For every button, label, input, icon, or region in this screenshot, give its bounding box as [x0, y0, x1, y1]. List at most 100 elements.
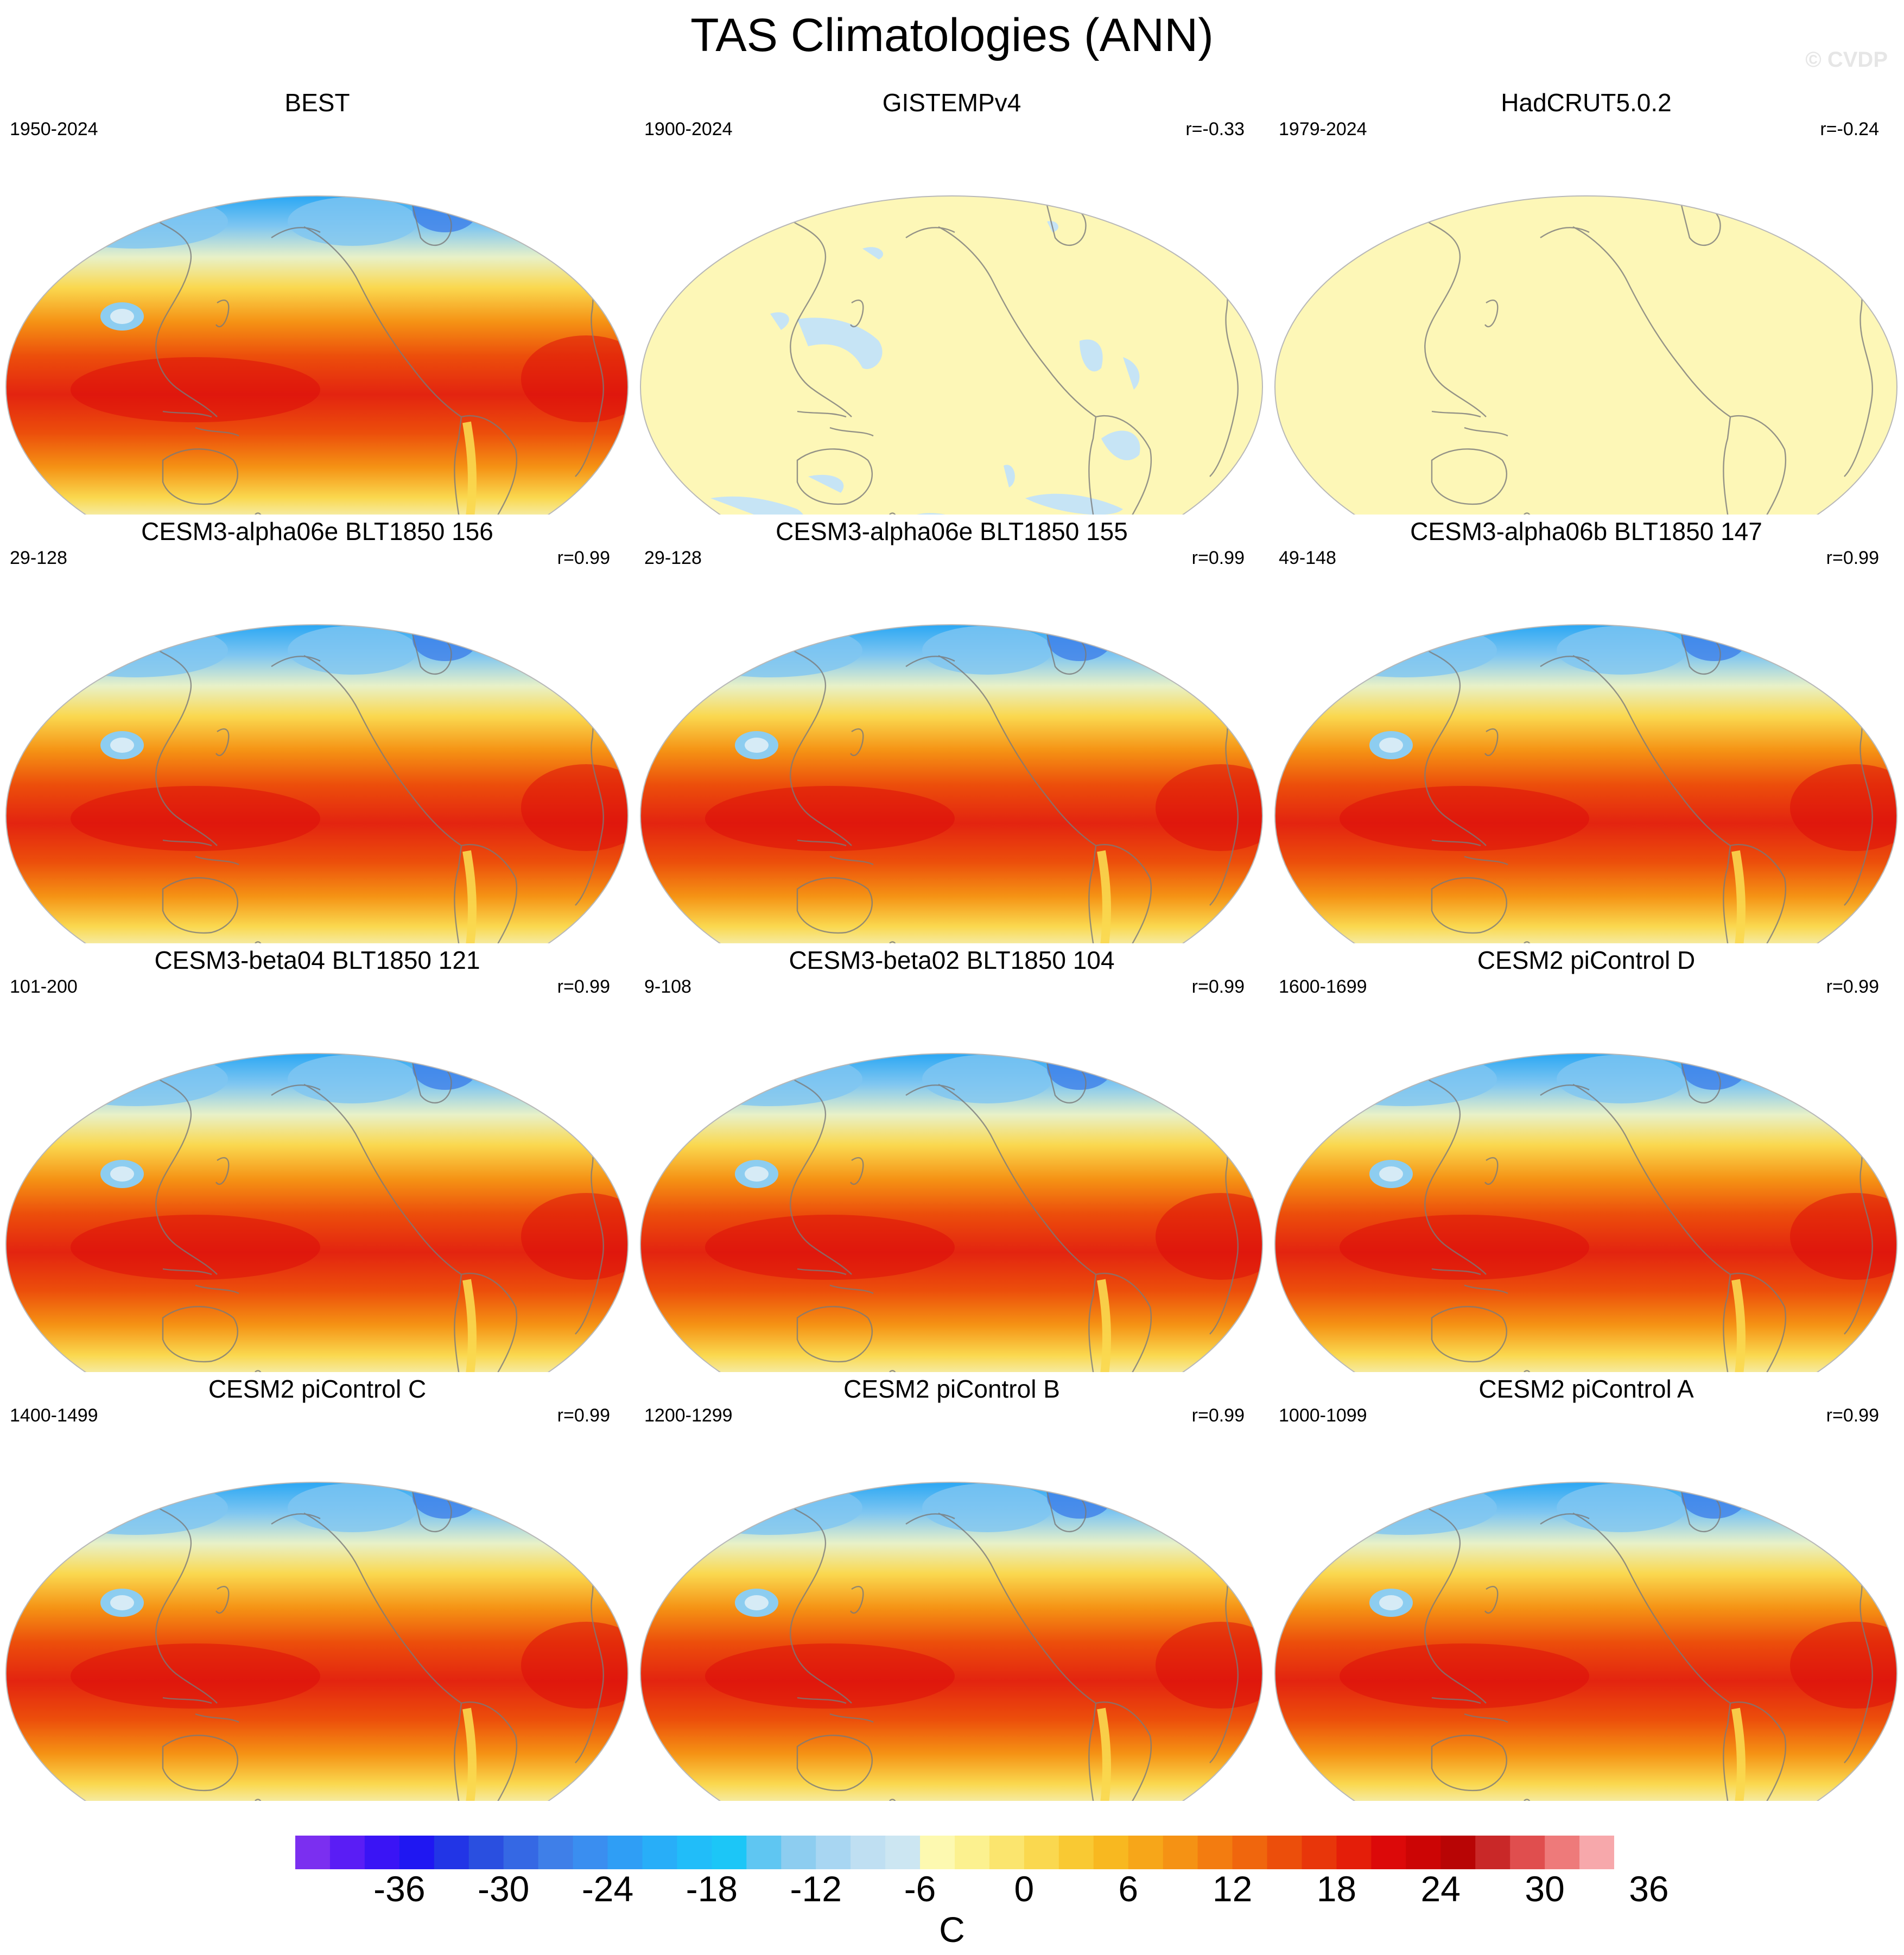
map-ellipse [5, 1053, 629, 1372]
watermark: © CVDP [1805, 48, 1888, 72]
colorbar-swatch [1024, 1836, 1059, 1869]
colorbar-swatch [1440, 1836, 1476, 1869]
colorbar-tick-label: -36 [373, 1869, 426, 1909]
panel-years: 1600-1699 [1279, 976, 1367, 997]
map-ellipse [1274, 195, 1897, 515]
map-ellipse [5, 624, 629, 943]
colorbar-swatch [1232, 1836, 1268, 1869]
panel-correlation: r=0.99 [557, 548, 610, 568]
colorbar-tick-label: 30 [1525, 1869, 1565, 1909]
panel-years: 1200-1299 [644, 1405, 733, 1426]
map-panel: GISTEMPv4 1900-2024 r=-0.33 [634, 86, 1269, 515]
panel-correlation: r=0.99 [1826, 548, 1879, 568]
colorbar-swatch [1406, 1836, 1441, 1869]
map-ellipse [1274, 624, 1897, 943]
colorbar-tick-label: 12 [1212, 1869, 1253, 1909]
colorbar-tick-label: -24 [581, 1869, 634, 1909]
panel-years: 1000-1099 [1279, 1405, 1367, 1426]
colorbar-swatch [1579, 1836, 1614, 1869]
colorbar-swatch [851, 1836, 886, 1869]
map-panel: CESM3-alpha06b BLT1850 147 49-148 r=0.99 [1269, 515, 1903, 943]
map-ellipse [5, 1482, 629, 1801]
map-panel: CESM3-alpha06e BLT1850 156 29-128 r=0.99 [0, 515, 634, 943]
map-panel: CESM3-beta02 BLT1850 104 9-108 r=0.99 [634, 943, 1269, 1372]
colorbar-swatch [642, 1836, 678, 1869]
colorbar-swatch [538, 1836, 574, 1869]
colorbar-swatch [1058, 1836, 1094, 1869]
colorbar-swatch [955, 1836, 990, 1869]
panel-title: CESM3-alpha06e BLT1850 156 [141, 517, 493, 545]
panel-title: CESM2 piControl A [1478, 1375, 1694, 1403]
panel-years: 1400-1499 [10, 1405, 98, 1426]
colorbar-swatch [746, 1836, 782, 1869]
colorbar-swatch [1371, 1836, 1406, 1869]
panel-years: 49-148 [1279, 548, 1336, 568]
colorbar-tick-label: 24 [1420, 1869, 1461, 1909]
panel-years: 29-128 [644, 548, 702, 568]
colorbar-tick-label: 18 [1316, 1869, 1357, 1909]
panel-correlation: r=0.99 [1826, 1405, 1879, 1426]
map-panel: CESM3-alpha06e BLT1850 155 29-128 r=0.99 [634, 515, 1269, 943]
colorbar-swatch [1302, 1836, 1337, 1869]
colorbar-swatch [329, 1836, 365, 1869]
figure-title: TAS Climatologies (ANN) [690, 9, 1214, 61]
colorbar-swatch [1197, 1836, 1233, 1869]
colorbar-tick-labels: -36 -30 -24 -18 -12 -6 0 6 12 18 24 30 36 [295, 1867, 1669, 1910]
map-panel: CESM2 piControl D 1600-1699 r=0.99 [1269, 943, 1903, 1372]
map-ellipse [1274, 1482, 1897, 1801]
colorbar-swatch [781, 1836, 816, 1869]
colorbar-swatch [399, 1836, 435, 1869]
colorbar-swatch [920, 1836, 955, 1869]
panel-title: CESM3-beta02 BLT1850 104 [789, 946, 1115, 974]
colorbar-swatch [677, 1836, 712, 1869]
panel-title: CESM3-beta04 BLT1850 121 [154, 946, 480, 974]
colorbar-swatch [434, 1836, 469, 1869]
colorbar-swatch [1336, 1836, 1372, 1869]
colorbar-tick-label: -6 [904, 1869, 936, 1909]
colorbar-swatch [468, 1836, 504, 1869]
panel-correlation: r=0.99 [557, 1405, 610, 1426]
colorbar-tick-label: 6 [1118, 1869, 1139, 1909]
panel-title: CESM3-alpha06e BLT1850 155 [776, 517, 1128, 545]
colorbar-swatch [816, 1836, 851, 1869]
panel-years: 1979-2024 [1279, 119, 1367, 139]
colorbar-units-label: C [939, 1909, 965, 1950]
colorbar-swatch [1128, 1836, 1164, 1869]
panel-correlation: r=-0.33 [1185, 119, 1245, 139]
panel-correlation: r=-0.24 [1820, 119, 1879, 139]
map-ellipse [5, 195, 629, 515]
panel-correlation: r=0.99 [557, 976, 610, 997]
colorbar-tick-label: 36 [1629, 1869, 1669, 1909]
map-ellipse [640, 1482, 1263, 1801]
map-ellipse [640, 1053, 1263, 1372]
colorbar [295, 1836, 1614, 1869]
colorbar-swatch [607, 1836, 643, 1869]
colorbar-swatch [1545, 1836, 1580, 1869]
panel-years: 9-108 [644, 976, 691, 997]
colorbar-swatch [573, 1836, 608, 1869]
map-panel: CESM2 piControl A 1000-1099 r=0.99 [1269, 1372, 1903, 1801]
panel-title: CESM2 piControl D [1477, 946, 1696, 974]
panel-title: CESM3-alpha06b BLT1850 147 [1410, 517, 1762, 545]
colorbar-swatch [1093, 1836, 1129, 1869]
colorbar-tick-label: -18 [686, 1869, 738, 1909]
panel-title: BEST [284, 88, 350, 117]
colorbar-tick-label: 0 [1014, 1869, 1034, 1909]
colorbar-swatch [885, 1836, 921, 1869]
colorbar-swatch [712, 1836, 747, 1869]
colorbar-tick-label: -12 [790, 1869, 842, 1909]
panel-title: CESM2 piControl C [208, 1375, 427, 1403]
panel-years: 101-200 [10, 976, 78, 997]
colorbar-swatch [364, 1836, 400, 1869]
panel-title: HadCRUT5.0.2 [1501, 88, 1672, 117]
panel-correlation: r=0.99 [1826, 976, 1879, 997]
panel-years: 29-128 [10, 548, 67, 568]
map-ellipse [640, 624, 1263, 943]
map-panel: CESM2 piControl B 1200-1299 r=0.99 [634, 1372, 1269, 1801]
map-ellipse [640, 195, 1263, 515]
map-panel: BEST 1950-2024 [0, 86, 634, 515]
panel-title: GISTEMPv4 [882, 88, 1021, 117]
panel-correlation: r=0.99 [1191, 976, 1245, 997]
colorbar-swatch [1267, 1836, 1303, 1869]
panel-years: 1900-2024 [644, 119, 733, 139]
